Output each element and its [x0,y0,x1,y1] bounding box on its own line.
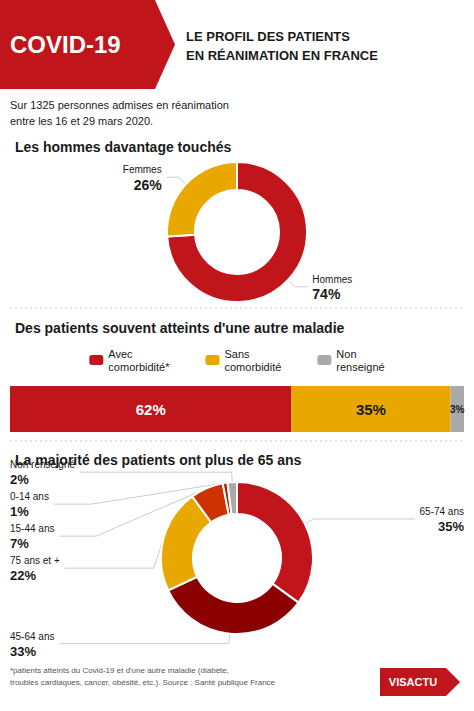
svg-text:3%: 3% [450,404,465,415]
svg-text:74%: 74% [312,286,341,302]
svg-text:1%: 1% [10,504,29,519]
svg-text:33%: 33% [10,644,36,659]
svg-text:EN RÉANIMATION EN FRANCE: EN RÉANIMATION EN FRANCE [186,48,378,63]
svg-text:entre les 16 et 29 mars 2020.: entre les 16 et 29 mars 2020. [10,115,153,127]
svg-text:*patients atteints du Covid-19: *patients atteints du Covid-19 et d'une … [10,666,229,675]
svg-text:COVID-19: COVID-19 [10,31,121,58]
svg-text:26%: 26% [134,177,163,193]
svg-text:75 ans et +: 75 ans et + [10,555,60,566]
svg-text:comorbidité*: comorbidité* [108,361,170,373]
svg-text:0-14 ans: 0-14 ans [10,491,49,502]
svg-text:Les hommes davantage touchés: Les hommes davantage touchés [15,139,232,155]
svg-text:65-74 ans: 65-74 ans [420,506,464,517]
svg-text:VISACTU: VISACTU [389,676,437,688]
svg-text:35%: 35% [438,519,464,534]
svg-text:Non: Non [336,348,356,360]
svg-text:renseigné: renseigné [336,361,384,373]
svg-text:22%: 22% [10,568,36,583]
svg-text:Femmes: Femmes [123,164,162,175]
svg-text:45-64 ans: 45-64 ans [10,631,54,642]
svg-text:7%: 7% [10,536,29,551]
svg-text:35%: 35% [356,401,386,418]
svg-text:Hommes: Hommes [312,274,352,285]
svg-text:Des patients souvent atteints: Des patients souvent atteints d'une autr… [15,320,345,336]
svg-text:comorbidité: comorbidité [224,361,281,373]
svg-text:Sur 1325 personnes admises en: Sur 1325 personnes admises en réanimatio… [10,99,229,111]
svg-text:La majorité des patients ont p: La majorité des patients ont plus de 65 … [15,452,302,468]
svg-text:LE PROFIL DES PATIENTS: LE PROFIL DES PATIENTS [186,29,350,44]
svg-text:Sans: Sans [224,348,250,360]
svg-text:Avec: Avec [108,348,133,360]
svg-text:2%: 2% [10,472,29,487]
svg-text:troubles cardiaques, cancer, o: troubles cardiaques, cancer, obésité, et… [10,678,276,687]
svg-text:15-44 ans: 15-44 ans [10,523,54,534]
svg-text:62%: 62% [136,401,166,418]
